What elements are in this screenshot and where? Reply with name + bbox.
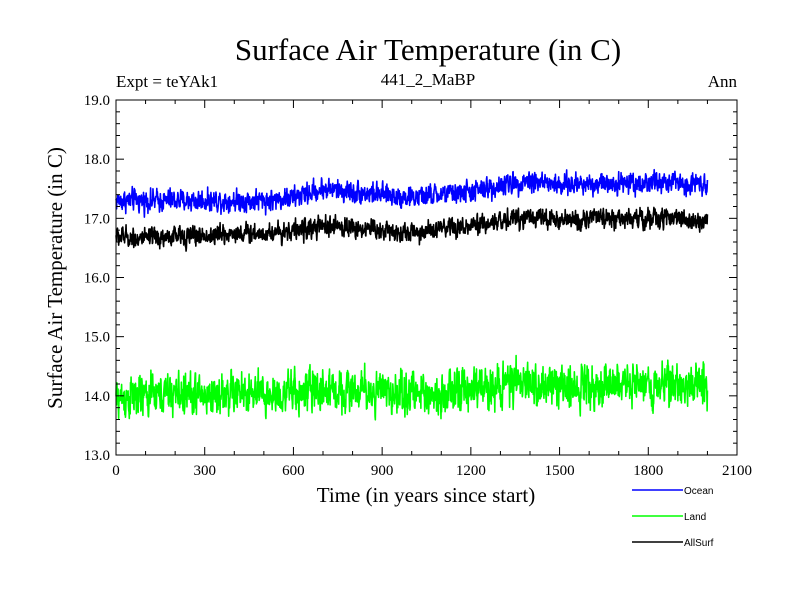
x-tick-label: 1800 xyxy=(633,463,663,479)
series-line-land xyxy=(115,354,709,421)
legend-label-allsurf: AllSurf xyxy=(684,538,714,549)
x-tick-label: 600 xyxy=(282,463,305,479)
experiment-label: Expt = teYAk1 xyxy=(116,72,218,91)
x-tick-label: 2100 xyxy=(722,463,752,479)
y-tick-label: 15.0 xyxy=(84,330,110,346)
x-axis-label: Time (in years since start) xyxy=(317,483,536,507)
y-tick-label: 13.0 xyxy=(84,448,110,464)
y-tick-label: 19.0 xyxy=(84,93,110,109)
x-tick-label: 0 xyxy=(112,463,120,479)
x-tick-label: 1500 xyxy=(545,463,575,479)
y-axis-label: Surface Air Temperature (in C) xyxy=(43,147,67,409)
x-tick-label: 300 xyxy=(193,463,216,479)
y-tick-label: 17.0 xyxy=(84,211,110,227)
y-tick-label: 18.0 xyxy=(84,152,110,168)
series-line-allsurf xyxy=(115,206,709,252)
x-tick-label: 1200 xyxy=(456,463,486,479)
series-layer xyxy=(115,168,709,421)
legend: Ocean Land AllSurf xyxy=(632,486,714,549)
legend-label-ocean: Ocean xyxy=(684,486,713,497)
chart-subtitle: 441_2_MaBP xyxy=(381,70,475,89)
chart-title: Surface Air Temperature (in C) xyxy=(235,32,621,67)
y-tick-label: 16.0 xyxy=(84,271,110,287)
x-tick-label: 900 xyxy=(371,463,394,479)
y-tick-label: 14.0 xyxy=(84,389,110,405)
axis-layer: 0 300 600 900 1200 1500 1800 2100 13.0 14.0 15.0 16… xyxy=(84,93,752,479)
plot-frame xyxy=(115,99,738,456)
series-line-ocean xyxy=(115,168,709,218)
period-label: Ann xyxy=(708,72,738,91)
legend-label-land: Land xyxy=(684,512,706,523)
